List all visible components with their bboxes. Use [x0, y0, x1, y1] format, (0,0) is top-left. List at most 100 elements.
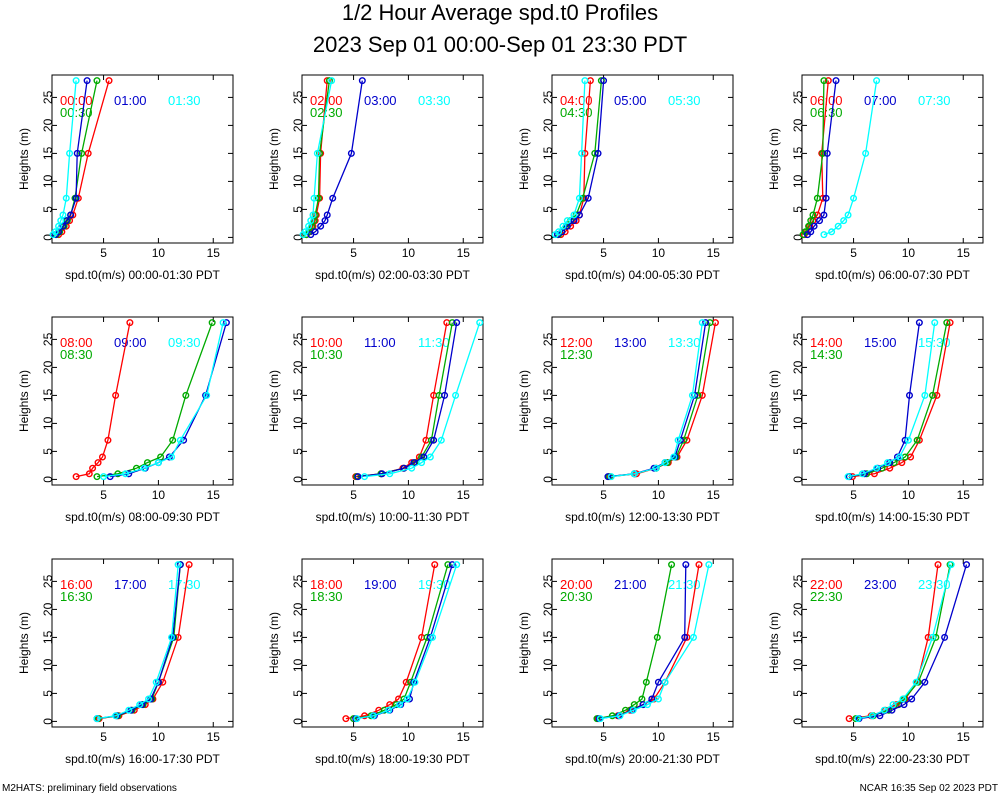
y-tick-label: 10 [41, 658, 55, 672]
y-tick-label: 25 [791, 332, 805, 346]
data-point [145, 695, 153, 703]
series-time-label: 00:30 [60, 105, 93, 120]
data-point [906, 391, 914, 399]
y-tick-label: 0 [541, 476, 555, 483]
data-point [329, 194, 337, 202]
data-point [78, 149, 86, 157]
data-point [596, 715, 604, 723]
data-point [661, 678, 669, 686]
series-time-label: 12:30 [560, 347, 593, 362]
data-point [946, 319, 954, 327]
x-axis-label: spd.t0(m/s) 12:00-13:30 PDT [565, 510, 720, 524]
series-time-label: 18:00 [310, 577, 343, 592]
series-time-label: 11:00 [364, 335, 396, 350]
series-time-label: 08:30 [60, 347, 93, 362]
x-axis-label: spd.t0(m/s) 18:00-19:30 PDT [315, 752, 470, 766]
y-tick-label: 25 [541, 90, 555, 104]
y-tick-label: 0 [791, 476, 805, 483]
plot-frame [301, 558, 484, 728]
y-tick-label: 5 [791, 690, 805, 697]
profile-panel: 5 10 15 0 5 10 15 20 25 Heights (m) spd.t0(m/s) 14… [767, 316, 984, 524]
data-point [429, 633, 437, 641]
y-tick-label: 20 [291, 360, 305, 374]
data-point [934, 561, 942, 569]
data-point [688, 391, 696, 399]
data-point [143, 459, 151, 467]
series-time-label: 17:30 [168, 577, 201, 592]
data-point [850, 194, 858, 202]
data-point [358, 77, 366, 85]
data-point [880, 706, 888, 714]
data-point [448, 561, 456, 569]
data-point [899, 695, 907, 703]
plot-frame [801, 316, 984, 486]
series-time-label: 07:00 [864, 93, 897, 108]
profile-panel: 5 10 15 0 5 10 15 20 25 Heights (m) spd.t0(m/s) 12… [517, 316, 734, 524]
data-point [169, 436, 177, 444]
data-point [600, 77, 608, 85]
y-tick-label: 20 [541, 602, 555, 616]
data-point [301, 228, 309, 236]
y-tick-label: 20 [291, 602, 305, 616]
data-point [72, 77, 80, 85]
chart-subtitle: 2023 Sep 01 00:00-Sep 01 23:30 PDT [312, 32, 688, 57]
data-point [828, 228, 836, 236]
y-tick-label: 15 [541, 388, 555, 402]
data-point [317, 222, 325, 230]
series-time-label: 14:30 [810, 347, 843, 362]
plot-frame [801, 558, 984, 728]
data-point [921, 678, 929, 686]
data-point [89, 464, 97, 472]
x-tick-label: 5 [850, 730, 857, 744]
data-point [929, 633, 937, 641]
data-point [654, 678, 662, 686]
series-time-label: 13:30 [668, 335, 701, 350]
data-point [347, 149, 355, 157]
profile-panel: 5 10 15 0 5 10 15 20 25 Heights (m) spd.t0(m/s) 06… [767, 74, 984, 282]
y-tick-label: 10 [541, 174, 555, 188]
x-tick-label: 15 [707, 488, 721, 502]
y-tick-label: 20 [791, 602, 805, 616]
data-point [168, 633, 176, 641]
y-tick-label: 25 [791, 90, 805, 104]
y-axis-label: Heights (m) [767, 370, 781, 432]
data-point [342, 715, 350, 723]
data-point [807, 217, 815, 225]
data-point [820, 231, 828, 239]
data-point [868, 712, 876, 720]
data-point [604, 473, 612, 481]
x-axis-label: spd.t0(m/s) 22:00-23:30 PDT [815, 752, 970, 766]
data-point [668, 561, 676, 569]
data-point [698, 319, 706, 327]
data-point [963, 561, 971, 569]
y-tick-label: 15 [791, 630, 805, 644]
y-tick-label: 0 [291, 476, 305, 483]
plot-frame [551, 558, 734, 728]
series-time-label: 19:30 [418, 577, 451, 592]
series-line [554, 80, 586, 236]
y-tick-label: 20 [291, 118, 305, 132]
x-axis-label: spd.t0(m/s) 16:00-17:30 PDT [65, 752, 220, 766]
y-tick-label: 10 [791, 174, 805, 188]
y-axis-label: Heights (m) [17, 612, 31, 674]
x-tick-label: 10 [652, 730, 666, 744]
x-tick-label: 5 [100, 246, 107, 260]
profile-panel: 5 10 15 0 5 10 15 20 25 Heights (m) spd.t0(m/s) 16… [17, 558, 234, 766]
data-point [73, 149, 81, 157]
data-point [819, 149, 827, 157]
data-point [313, 149, 321, 157]
profile-panel: 5 10 15 0 5 10 15 20 25 Heights (m) spd.t0(m/s) 08… [17, 316, 234, 524]
profile-panel: 5 10 15 0 5 10 15 20 25 Heights (m) spd.t0(m/s) 20… [517, 558, 734, 766]
y-axis-label: Heights (m) [267, 612, 281, 674]
y-tick-label: 20 [791, 118, 805, 132]
y-tick-label: 0 [41, 718, 55, 725]
data-point [876, 712, 884, 720]
y-tick-label: 5 [291, 690, 305, 697]
y-tick-label: 15 [791, 146, 805, 160]
data-point [674, 436, 682, 444]
y-tick-label: 10 [41, 416, 55, 430]
x-tick-label: 5 [600, 488, 607, 502]
x-tick-label: 5 [600, 730, 607, 744]
y-tick-label: 5 [791, 206, 805, 213]
x-tick-label: 10 [152, 488, 166, 502]
